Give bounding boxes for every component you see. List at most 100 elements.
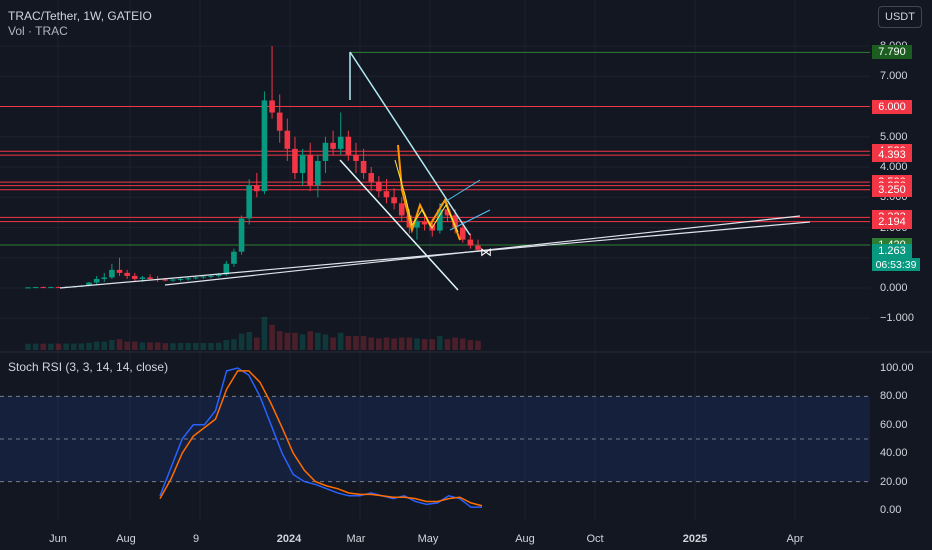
yellow-pattern <box>394 159 459 233</box>
volume-bar <box>40 343 47 350</box>
volume-bar <box>223 340 230 350</box>
candle-body <box>330 142 336 149</box>
volume-bar <box>475 340 481 350</box>
volume-bar <box>322 334 329 350</box>
volume-bar <box>192 343 199 350</box>
indicator-legend[interactable]: Stoch RSI (3, 3, 14, 14, close) <box>8 360 169 374</box>
volume-bar <box>131 341 138 350</box>
candle-body <box>414 221 420 228</box>
volume-bar <box>376 338 382 350</box>
volume-bar <box>307 331 314 350</box>
level-tag: 2.194 <box>872 214 912 229</box>
candle-body <box>101 277 108 279</box>
time-tick-label: Jun <box>49 533 67 545</box>
channel-line-1 <box>439 179 481 206</box>
candle-body <box>475 245 481 250</box>
volume-bar <box>154 342 161 350</box>
volume-bar <box>63 343 69 350</box>
candle-body <box>215 274 222 276</box>
trend-drawings: ⋈ <box>59 51 811 291</box>
candle-body <box>246 185 252 219</box>
cursor-marker: ⋈ <box>480 245 492 259</box>
volume-bar <box>170 343 176 350</box>
volume-bar <box>185 343 191 350</box>
candle-body <box>185 278 191 280</box>
time-tick-label: Apr <box>786 533 804 545</box>
price-tick-label: 7.000 <box>880 70 908 83</box>
wedge-lower-line <box>339 159 459 291</box>
support-trendline-2 <box>164 215 801 286</box>
volume-bar <box>208 342 214 350</box>
volume-bar <box>292 332 298 350</box>
candle-body <box>391 197 397 204</box>
level-tag: 6.000 <box>872 99 912 114</box>
candle-body <box>421 221 428 225</box>
candle-body <box>32 287 39 289</box>
volume-bar <box>276 331 283 350</box>
volume-bar <box>467 340 474 350</box>
volume-bar <box>254 337 260 350</box>
orange-pattern <box>397 144 461 241</box>
rsi-tick-label: 60.00 <box>880 418 908 431</box>
price-tick-label: −1.000 <box>880 312 914 325</box>
candle-body <box>40 287 47 289</box>
volume-bar <box>238 333 245 350</box>
volume-bar <box>25 343 31 350</box>
rsi-tick-label: 0.00 <box>880 504 902 516</box>
candle-body <box>307 154 314 186</box>
candle-body <box>337 136 344 149</box>
candle-body <box>231 251 237 264</box>
candle-body <box>131 275 138 279</box>
time-tick-label: 2024 <box>276 533 302 545</box>
volume-bar <box>139 342 146 350</box>
level-tag: 7.790 <box>872 45 912 60</box>
candle-body <box>368 173 375 183</box>
last-price-tag: 1.263 <box>872 244 912 258</box>
volume-bar <box>101 341 108 350</box>
volume-bar <box>299 334 306 350</box>
volume-bar <box>353 336 359 350</box>
volume-bar <box>444 339 451 350</box>
rsi-tick-label: 40.00 <box>880 447 908 460</box>
candle-body <box>444 209 451 216</box>
volume-bar <box>162 343 169 350</box>
volume-bar <box>284 332 291 350</box>
volume-bar <box>78 343 85 350</box>
candle-body <box>116 269 123 273</box>
rsi-tick-label: 100.00 <box>880 362 914 374</box>
volume-legend[interactable]: Vol · TRAC <box>8 24 68 38</box>
stoch-k-line <box>159 367 482 508</box>
candle-body <box>276 112 283 131</box>
volume-bar <box>421 339 428 350</box>
volume-bar <box>398 337 405 350</box>
candle-body <box>315 160 321 186</box>
symbol-title[interactable]: TRAC/Tether, 1W, GATEIO <box>8 9 152 23</box>
candle-body <box>398 203 405 216</box>
volume-bar <box>32 343 39 350</box>
volume-bar <box>109 340 115 350</box>
volume-bar <box>55 343 62 350</box>
candle-body <box>48 287 54 289</box>
volume-bar <box>93 341 100 350</box>
candle-body <box>86 282 92 286</box>
currency-button[interactable]: USDT <box>878 6 922 28</box>
volume-bar <box>368 337 375 350</box>
candle-body <box>162 279 169 281</box>
volume-bars <box>25 316 481 350</box>
candle-body <box>459 227 466 240</box>
time-tick-label: Aug <box>116 533 136 545</box>
volume-bar <box>383 337 390 350</box>
candle-body <box>322 142 329 161</box>
rsi-tick-label: 80.00 <box>880 390 908 403</box>
volume-bar <box>116 339 123 350</box>
volume-bar <box>177 342 184 350</box>
volume-bar <box>231 339 237 350</box>
candle-body <box>192 277 199 279</box>
candle-body <box>284 130 291 149</box>
candle-body <box>109 269 115 278</box>
rsi-tick-label: 20.00 <box>880 475 908 488</box>
candle-body <box>25 287 31 289</box>
candle-body <box>93 278 100 283</box>
candle-body <box>55 287 62 289</box>
